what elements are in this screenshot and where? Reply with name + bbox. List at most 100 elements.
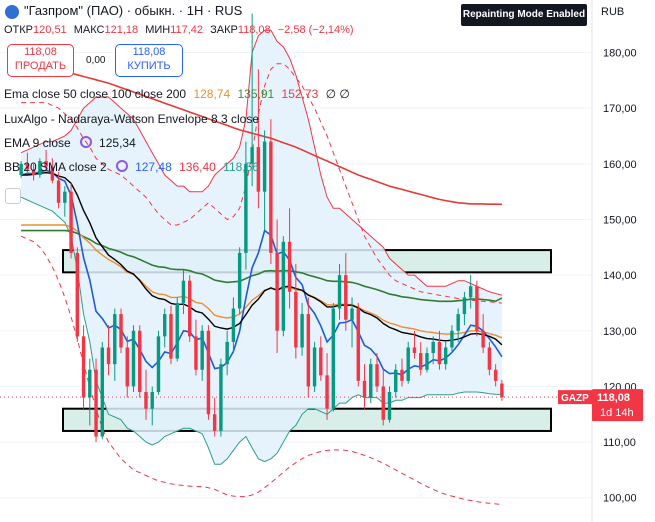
price-tick-label: 180,00 — [603, 48, 637, 60]
price-axis[interactable]: 180,00170,00160,00150,00140,00130,00120,… — [558, 0, 655, 522]
candle-body — [181, 280, 186, 303]
candle — [69, 183, 73, 259]
candle — [319, 336, 323, 381]
candle — [206, 325, 211, 420]
candle-body — [194, 336, 198, 370]
last-price-tag-price: 118,08 — [597, 392, 630, 404]
ema50-line — [21, 224, 503, 339]
candle — [94, 358, 98, 443]
candle-body — [362, 380, 367, 398]
candle — [169, 305, 173, 365]
candle-body — [237, 252, 242, 309]
candle-body — [319, 347, 323, 376]
candle-body — [281, 241, 286, 331]
candle — [443, 341, 448, 370]
candle-body — [231, 308, 236, 342]
candle-body — [125, 347, 129, 387]
buy-button[interactable]: 118,08 КУПИТЬ — [115, 44, 183, 77]
candle-body — [119, 314, 123, 348]
collapse-legend-icon[interactable] — [5, 188, 21, 204]
bb-upper-line — [20, 29, 503, 296]
repaint-mode-badge: Repainting Mode Enabled — [461, 4, 587, 26]
candle — [244, 141, 248, 270]
bb-legend[interactable]: BB 20 SMA close 2 127,48 136,40 118,56 — [4, 160, 263, 174]
loading-icon — [79, 136, 92, 148]
candle — [337, 264, 342, 320]
candle — [400, 358, 404, 387]
candle — [475, 280, 479, 337]
candle-body — [25, 163, 30, 170]
ema100-value: 135,91 — [237, 87, 275, 101]
candle-body — [306, 314, 311, 387]
buy-label: КУПИТЬ — [127, 60, 171, 72]
candle-body — [81, 336, 86, 398]
bb-upper-value: 136,40 — [179, 160, 216, 174]
candle — [331, 302, 336, 412]
candle — [212, 397, 217, 437]
candle-body — [225, 341, 229, 365]
candle — [50, 158, 55, 184]
sell-price: 118,08 — [24, 46, 57, 58]
candle — [156, 330, 161, 395]
candle-body — [387, 392, 392, 420]
candle-body — [475, 286, 479, 331]
candle-body — [375, 364, 379, 387]
candle-body — [400, 369, 404, 381]
candle — [231, 297, 236, 354]
candle-body — [31, 169, 36, 175]
candle-body — [412, 347, 417, 354]
candle-body — [381, 386, 385, 420]
price-tick-label: 170,00 — [603, 103, 637, 115]
candle — [312, 341, 317, 392]
low-label: МИН — [145, 24, 171, 36]
candle-body — [443, 347, 448, 365]
symbol-title[interactable]: "Газпром" (ПАО) · обыкн. · 1Н · RUS — [24, 3, 243, 18]
candle — [100, 341, 105, 440]
change-value: −2,58 (−2,14%) — [277, 24, 354, 36]
candle-body — [138, 330, 142, 392]
candle — [418, 341, 423, 376]
candle-body — [406, 347, 410, 381]
sell-button[interactable]: 118,08 ПРОДАТЬ — [7, 44, 74, 77]
ema50-value: 128,74 — [193, 87, 231, 101]
candle — [194, 319, 198, 376]
high-label: МАКС — [73, 24, 105, 36]
candle — [375, 353, 379, 392]
chart-header: "Газпром" (ПАО) · обыкн. · 1Н · RUS ОТКР… — [0, 0, 592, 204]
candle — [269, 119, 273, 264]
candle-body — [113, 314, 117, 365]
candle-body — [156, 336, 161, 392]
candle-body — [262, 141, 267, 192]
luxalgo-legend[interactable]: LuxAlgo - Nadaraya-Watson Envelope 8 3 c… — [4, 112, 263, 126]
candle — [106, 325, 111, 376]
candle-body — [468, 286, 473, 298]
currency-label[interactable]: RUB — [601, 6, 625, 18]
candle-body — [350, 308, 354, 320]
luxalgo-label: LuxAlgo - Nadaraya-Watson Envelope 8 3 c… — [4, 112, 260, 126]
candle — [19, 161, 23, 178]
close-value: 118,08 — [237, 24, 271, 36]
candle-body — [437, 341, 442, 365]
candle-body — [100, 347, 105, 437]
ema-multi-legend[interactable]: Ema close 50 close 100 close 200 128,74 … — [4, 87, 354, 101]
ema200-value: 152,73 — [281, 87, 319, 101]
candle-body — [175, 302, 179, 359]
candle — [81, 325, 86, 409]
candle — [437, 330, 442, 370]
candle — [425, 347, 429, 373]
candle — [306, 297, 311, 398]
candle — [56, 172, 61, 209]
candle-body — [431, 341, 435, 354]
envelope-upper-line — [21, 63, 502, 304]
candle — [138, 325, 142, 398]
candle-body — [331, 308, 336, 409]
candle — [431, 336, 435, 365]
ema9-legend[interactable]: EMA 9 close 125,34 — [4, 136, 140, 150]
candle — [450, 325, 454, 354]
close-label: ЗАКР — [210, 24, 238, 36]
ema-multi-tail: ∅ ∅ — [325, 87, 350, 101]
candle-body — [394, 369, 398, 392]
candle-body — [493, 369, 498, 381]
candle — [462, 291, 467, 326]
